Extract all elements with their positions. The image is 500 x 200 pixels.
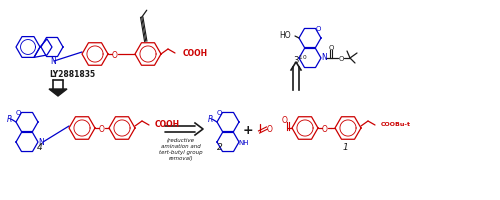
Text: R: R (6, 115, 12, 124)
Text: COOBu-t: COOBu-t (381, 122, 411, 127)
Text: O: O (217, 110, 222, 116)
Text: 1: 1 (342, 143, 348, 152)
Text: O: O (267, 125, 273, 134)
Text: N: N (50, 56, 56, 65)
Text: O: O (16, 110, 21, 116)
Text: O: O (316, 26, 321, 32)
Text: 4: 4 (37, 143, 43, 152)
Text: amination and: amination and (161, 144, 201, 149)
Text: N: N (321, 53, 327, 62)
Text: N: N (38, 138, 44, 147)
Text: removal): removal) (168, 156, 194, 161)
Text: NH: NH (239, 139, 250, 145)
Text: O: O (282, 116, 288, 125)
Text: 2: 2 (217, 143, 223, 152)
Text: $3^{10}$: $3^{10}$ (293, 54, 307, 66)
Text: COOH: COOH (155, 120, 180, 129)
Text: O: O (328, 45, 334, 51)
Text: tert-butyl group: tert-butyl group (159, 150, 203, 155)
Text: R: R (208, 115, 212, 124)
Text: O: O (322, 124, 328, 133)
Text: O: O (112, 50, 118, 59)
Text: HO: HO (280, 30, 291, 39)
Text: COOH: COOH (183, 48, 208, 57)
Text: +: + (242, 123, 254, 136)
Text: LY2881835: LY2881835 (49, 70, 95, 79)
Text: O: O (99, 124, 105, 133)
Text: O: O (338, 56, 344, 62)
Text: (reductive: (reductive (167, 138, 195, 143)
Polygon shape (49, 90, 67, 97)
